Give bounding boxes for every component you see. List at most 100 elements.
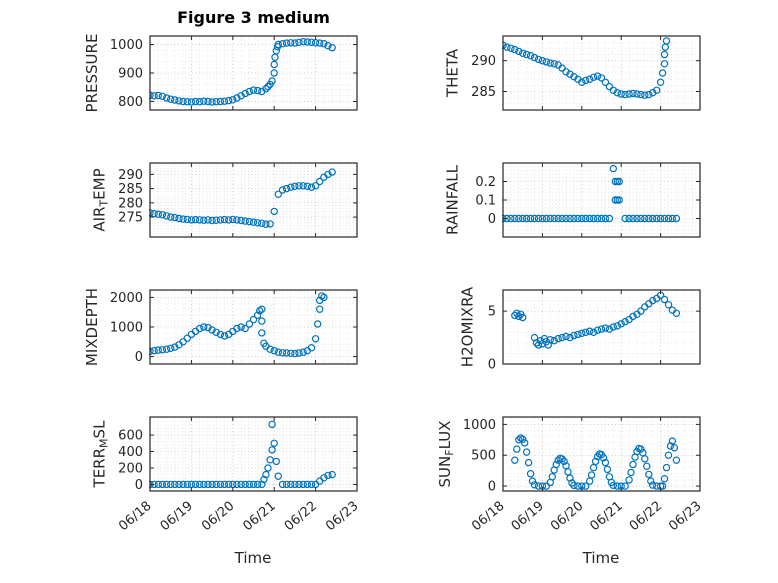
data-point	[589, 73, 598, 82]
data-point	[621, 90, 629, 99]
x-tick-label: 06/19	[509, 499, 547, 535]
data-point	[629, 312, 637, 321]
data-point	[183, 480, 191, 489]
data-point	[200, 480, 208, 489]
data-point	[179, 215, 187, 223]
data-point	[258, 317, 266, 325]
data-point	[582, 214, 590, 223]
subplot-mixdepth: 0 1000 2000 MIXDEPTH	[83, 288, 358, 366]
plot-background	[150, 417, 357, 491]
data-point	[268, 446, 276, 454]
data-point	[589, 328, 598, 336]
data-point	[316, 305, 324, 313]
data-point	[233, 94, 241, 102]
data-point	[291, 39, 299, 47]
data-point	[599, 454, 608, 462]
data-point	[664, 451, 673, 459]
data-point	[208, 326, 216, 334]
data-point	[320, 40, 328, 48]
data-point	[511, 456, 519, 464]
x-axis-label-left: Time	[234, 549, 272, 567]
x-tick-label: 06/21	[587, 499, 625, 535]
data-points-rainfall	[502, 164, 681, 223]
data-point	[582, 76, 590, 85]
y-tick-label: 290	[471, 54, 496, 69]
data-point	[627, 468, 635, 477]
data-point	[274, 40, 282, 49]
data-point	[637, 214, 645, 223]
data-point	[324, 170, 332, 179]
data-point	[641, 214, 649, 223]
subplot-rainfall: 0 0.1 0.2 RAINFALL	[444, 162, 701, 238]
data-point	[519, 49, 527, 58]
y-tick-label: 1000	[110, 38, 143, 53]
data-point	[609, 323, 618, 331]
data-point	[593, 72, 602, 80]
data-points-pressure	[149, 38, 336, 106]
data-point	[154, 480, 162, 489]
data-point	[534, 482, 543, 490]
x-tick-label: 06/21	[240, 499, 278, 535]
data-point	[282, 349, 291, 357]
tick-marks	[502, 163, 701, 237]
data-point	[183, 97, 191, 106]
data-point	[154, 210, 162, 218]
data-point	[660, 50, 669, 59]
data-point	[278, 480, 287, 489]
data-point	[605, 325, 614, 333]
data-point	[258, 305, 266, 313]
data-point	[241, 324, 249, 333]
data-point	[578, 78, 586, 87]
data-point	[566, 214, 574, 223]
data-point	[216, 330, 225, 339]
data-point	[179, 480, 187, 489]
data-point	[538, 57, 547, 65]
data-point	[253, 219, 262, 227]
data-point	[158, 92, 167, 101]
data-point	[515, 436, 523, 444]
data-point	[253, 311, 262, 319]
data-point	[647, 477, 655, 485]
data-point	[241, 217, 249, 225]
data-point	[266, 220, 274, 228]
data-point	[249, 218, 258, 226]
data-point	[208, 480, 216, 489]
data-point	[195, 480, 204, 489]
y-tick-label: 500	[471, 449, 496, 464]
data-point	[158, 480, 167, 489]
data-point	[521, 439, 529, 447]
major-grid	[502, 163, 701, 237]
y-tick-label: 2000	[110, 291, 143, 306]
data-point	[641, 91, 649, 99]
data-point	[653, 214, 661, 223]
major-grid	[149, 417, 358, 491]
y-tick-label: 800	[118, 95, 143, 110]
data-point	[311, 335, 320, 343]
y-tick-label: 0	[488, 358, 496, 373]
y-tick-label: 0	[135, 478, 143, 493]
data-point	[507, 44, 515, 53]
y-tick-label: 0.2	[475, 175, 496, 190]
data-point	[212, 480, 220, 489]
x-tick-label: 06/22	[627, 499, 665, 535]
data-point	[195, 97, 204, 106]
data-point	[200, 97, 208, 105]
data-point	[542, 482, 551, 490]
data-point	[621, 318, 629, 326]
data-point	[150, 209, 158, 218]
data-point	[570, 331, 578, 340]
data-point	[660, 214, 669, 223]
data-point	[268, 420, 276, 429]
data-point	[278, 40, 287, 48]
data-point	[526, 52, 535, 60]
y-tick-label: 275	[118, 211, 143, 226]
y-axis-label: TERRMSL	[91, 420, 111, 489]
data-point	[542, 214, 551, 223]
data-point	[582, 328, 590, 336]
data-point	[613, 322, 622, 330]
data-point	[519, 214, 527, 223]
data-point	[158, 346, 167, 354]
data-point	[511, 214, 519, 223]
y-tick-label: 900	[118, 67, 143, 82]
tick-marks	[149, 290, 358, 364]
